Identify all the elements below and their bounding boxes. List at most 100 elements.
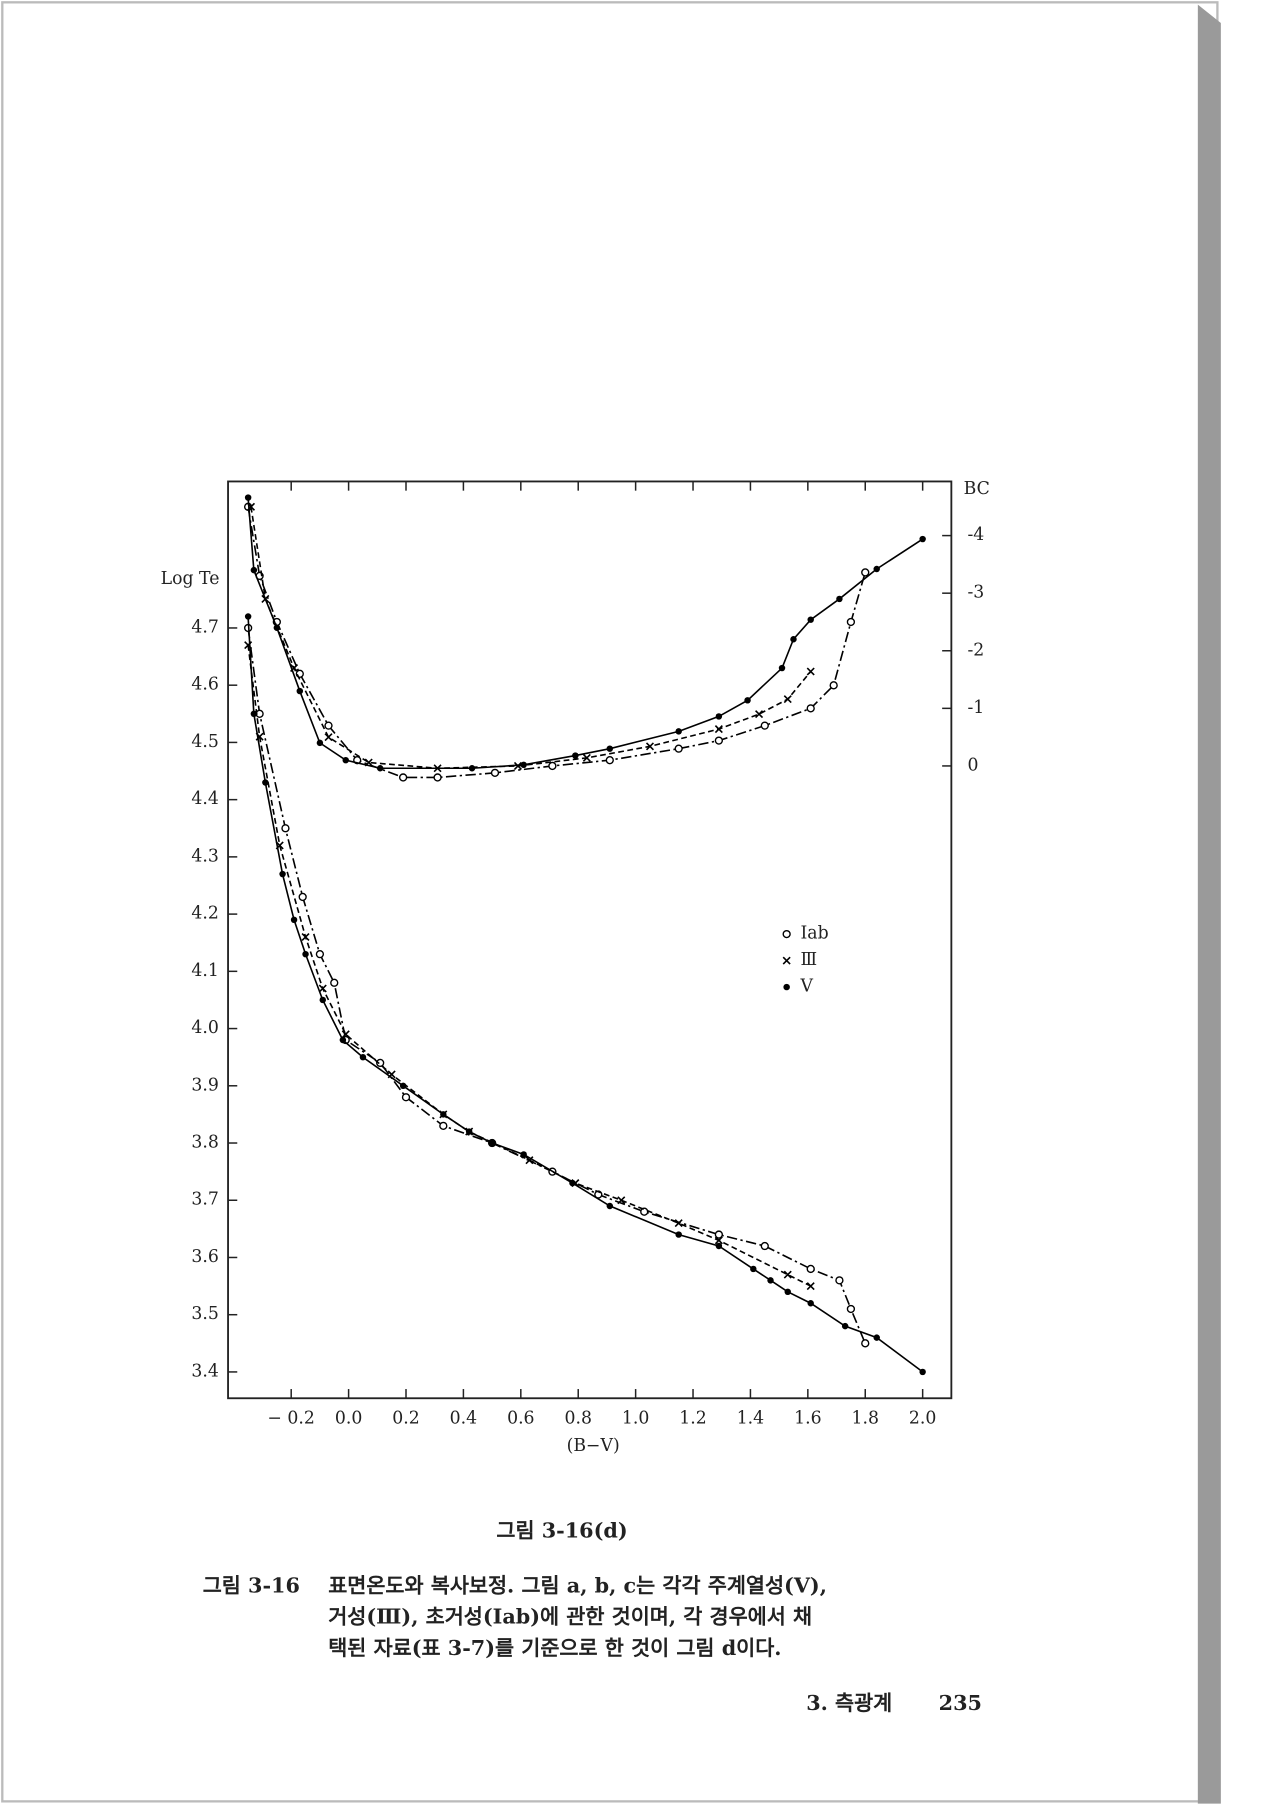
x-tick-label: 2.0: [909, 1408, 936, 1428]
marker: [398, 773, 408, 782]
legend-marker: [782, 929, 791, 939]
marker: [569, 1179, 576, 1187]
marker: [715, 1242, 723, 1250]
marker: [298, 892, 307, 902]
marker: [606, 1202, 614, 1210]
marker: [861, 1339, 870, 1348]
marker: [572, 752, 579, 759]
y2-tick-label: -2: [967, 640, 984, 660]
marker: [714, 725, 723, 734]
marker: [835, 1276, 844, 1285]
marker: [582, 753, 591, 762]
marker: [755, 710, 764, 719]
y-tick-label: 4.7: [191, 617, 218, 637]
marker: [605, 756, 614, 765]
y2-tick-label: 0: [967, 755, 978, 775]
y-tick-label: 4.3: [191, 846, 218, 866]
marker: [807, 616, 814, 623]
y-tick-label: 3.5: [191, 1304, 218, 1324]
x-tick-label: 1.2: [679, 1408, 706, 1428]
marker: [290, 916, 298, 924]
y-tick-label: 4.2: [191, 904, 218, 924]
marker: [767, 1277, 774, 1284]
marker: [807, 1300, 814, 1307]
marker: [520, 1151, 527, 1158]
marker: [760, 1241, 769, 1251]
marker: [846, 1304, 856, 1314]
marker: [315, 950, 325, 959]
marker: [490, 768, 500, 777]
marker: [359, 1053, 367, 1061]
marker: [244, 613, 252, 620]
marker: [399, 1082, 407, 1090]
marker: [783, 1270, 792, 1279]
x-tick-label: 0.0: [335, 1408, 362, 1428]
y-tick-label: 3.4: [191, 1361, 218, 1381]
x-tick-label: 1.6: [794, 1408, 821, 1428]
marker: [465, 1128, 473, 1135]
marker: [250, 566, 258, 574]
marker: [262, 779, 269, 786]
y-tick-label: 4.5: [191, 732, 218, 752]
marker: [640, 1207, 649, 1216]
marker: [873, 1334, 880, 1341]
marker: [919, 1368, 926, 1376]
marker: [715, 713, 723, 720]
marker: [376, 765, 384, 772]
marker: [784, 1288, 791, 1296]
x-tick-label: 1.0: [622, 1408, 649, 1428]
marker: [806, 1282, 815, 1291]
x-tick-label: 0.4: [450, 1408, 477, 1428]
footer-section: 3. 측광계: [806, 1691, 892, 1715]
plot-frame: [227, 480, 953, 1400]
marker: [318, 984, 327, 993]
y2-tick-label: -3: [967, 583, 984, 603]
marker: [433, 773, 442, 782]
marker: [324, 733, 333, 742]
marker: [439, 1121, 448, 1130]
marker: [645, 742, 655, 751]
marker: [606, 745, 614, 752]
marker: [714, 736, 724, 745]
marker: [783, 695, 792, 704]
x-tick-label: − 0.2: [267, 1408, 314, 1428]
marker: [330, 978, 339, 987]
marker: [714, 1230, 724, 1239]
marker: [281, 824, 290, 833]
x-tick-label: 1.8: [852, 1408, 879, 1428]
series-line: [247, 497, 924, 770]
marker: [488, 1139, 496, 1147]
marker: [750, 1265, 757, 1273]
marker: [790, 636, 797, 643]
x-axis-label: (B−V): [567, 1436, 620, 1456]
marker: [525, 1156, 534, 1165]
marker: [273, 624, 281, 631]
figure-label: 그림 3-16(d): [496, 1518, 627, 1542]
marker: [342, 756, 349, 764]
marker: [806, 667, 815, 676]
marker: [319, 996, 326, 1004]
marker: [714, 1236, 723, 1245]
x-tick-label: 0.8: [564, 1408, 591, 1428]
y-axis-label: Log Te: [161, 569, 220, 589]
legend-marker: [782, 956, 791, 965]
marker: [279, 870, 286, 878]
marker: [674, 744, 683, 753]
marker: [744, 697, 751, 704]
legend-label: Iab: [800, 924, 828, 944]
y-tick-label: 4.1: [191, 961, 218, 981]
y-tick-label: 3.9: [191, 1075, 218, 1095]
y2-tick-label: -4: [967, 525, 984, 545]
legend-marker: [783, 983, 790, 991]
marker: [919, 535, 926, 543]
marker: [806, 1264, 815, 1274]
marker: [440, 1111, 447, 1118]
marker: [341, 1030, 350, 1039]
caption-line: 택된 자료(표 3-7)를 기준으로 한 것이 그림 d이다.: [328, 1636, 781, 1660]
marker: [401, 1093, 411, 1102]
marker: [841, 1322, 849, 1330]
marker: [250, 710, 258, 718]
marker: [806, 704, 815, 713]
legend-label: Ⅲ: [800, 950, 817, 970]
